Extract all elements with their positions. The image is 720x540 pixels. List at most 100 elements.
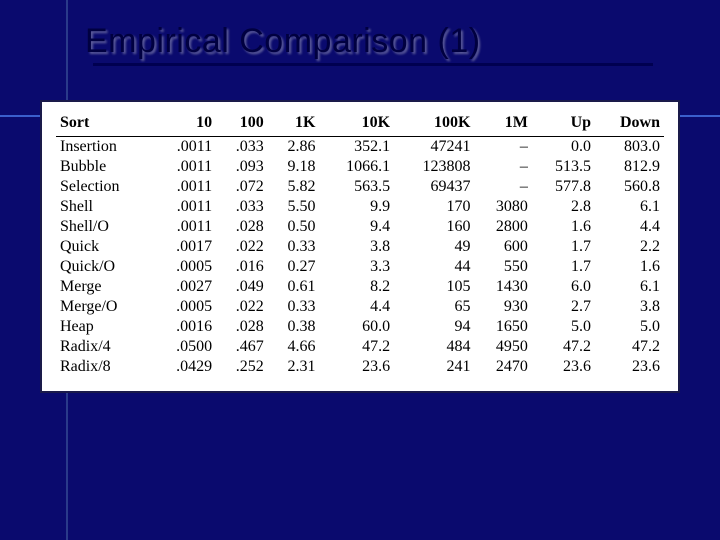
row-value: 352.1: [319, 137, 394, 158]
row-value: 3.8: [319, 237, 394, 257]
row-value: 4.4: [319, 297, 394, 317]
row-value: 5.0: [532, 317, 595, 337]
row-label: Shell: [56, 197, 153, 217]
row-value: 2.31: [268, 357, 320, 377]
row-value: .0005: [153, 297, 216, 317]
table-header-cell: Down: [595, 112, 664, 137]
row-value: 3080: [474, 197, 531, 217]
table-body: Insertion.0011.0332.86352.147241–0.0803.…: [56, 137, 664, 378]
row-value: 577.8: [532, 177, 595, 197]
row-value: 1.6: [532, 217, 595, 237]
table-header-cell: 100: [216, 112, 268, 137]
row-value: .0011: [153, 137, 216, 158]
row-value: 2470: [474, 357, 531, 377]
table-row: Radix/8.0429.2522.3123.6241247023.623.6: [56, 357, 664, 377]
table-header-cell: 1K: [268, 112, 320, 137]
row-value: 44: [394, 257, 474, 277]
row-value: .0017: [153, 237, 216, 257]
table-header-cell: Up: [532, 112, 595, 137]
row-value: 1066.1: [319, 157, 394, 177]
row-value: 812.9: [595, 157, 664, 177]
row-value: 60.0: [319, 317, 394, 337]
row-value: .0011: [153, 177, 216, 197]
row-label: Heap: [56, 317, 153, 337]
row-value: 241: [394, 357, 474, 377]
row-value: –: [474, 137, 531, 158]
table-row: Shell/O.0011.0280.509.416028001.64.4: [56, 217, 664, 237]
row-value: .0027: [153, 277, 216, 297]
table-header-cell: 100K: [394, 112, 474, 137]
row-value: .252: [216, 357, 268, 377]
row-value: 1650: [474, 317, 531, 337]
row-value: 47.2: [319, 337, 394, 357]
row-value: 0.27: [268, 257, 320, 277]
row-label: Merge: [56, 277, 153, 297]
title-underline: [93, 63, 653, 66]
row-value: 930: [474, 297, 531, 317]
row-value: 49: [394, 237, 474, 257]
row-value: 0.33: [268, 237, 320, 257]
table-row: Heap.0016.0280.3860.09416505.05.0: [56, 317, 664, 337]
row-value: 600: [474, 237, 531, 257]
row-value: .022: [216, 297, 268, 317]
row-value: 4.66: [268, 337, 320, 357]
row-value: 563.5: [319, 177, 394, 197]
table-row: Selection.0011.0725.82563.569437–577.856…: [56, 177, 664, 197]
row-value: .049: [216, 277, 268, 297]
row-value: 23.6: [532, 357, 595, 377]
row-label: Quick: [56, 237, 153, 257]
table-row: Quick/O.0005.0160.273.3445501.71.6: [56, 257, 664, 277]
row-value: .093: [216, 157, 268, 177]
row-value: 0.0: [532, 137, 595, 158]
row-value: 6.1: [595, 197, 664, 217]
table-panel: Sort101001K10K100K1MUpDown Insertion.001…: [40, 100, 680, 393]
table-header-cell: 1M: [474, 112, 531, 137]
row-value: 1.7: [532, 237, 595, 257]
row-value: .0429: [153, 357, 216, 377]
row-value: .0011: [153, 197, 216, 217]
row-value: 170: [394, 197, 474, 217]
table-header-cell: 10: [153, 112, 216, 137]
row-value: 0.33: [268, 297, 320, 317]
row-value: .028: [216, 217, 268, 237]
row-value: .0005: [153, 257, 216, 277]
table-row: Merge.0027.0490.618.210514306.06.1: [56, 277, 664, 297]
row-value: 803.0: [595, 137, 664, 158]
row-value: 6.1: [595, 277, 664, 297]
table-header-cell: 10K: [319, 112, 394, 137]
row-value: 2.86: [268, 137, 320, 158]
row-value: .072: [216, 177, 268, 197]
row-label: Shell/O: [56, 217, 153, 237]
row-value: 5.82: [268, 177, 320, 197]
row-value: –: [474, 177, 531, 197]
row-value: 5.0: [595, 317, 664, 337]
row-value: 5.50: [268, 197, 320, 217]
row-value: 2.2: [595, 237, 664, 257]
table-header-row: Sort101001K10K100K1MUpDown: [56, 112, 664, 137]
row-value: .016: [216, 257, 268, 277]
row-value: 47241: [394, 137, 474, 158]
row-value: .033: [216, 197, 268, 217]
row-value: 105: [394, 277, 474, 297]
table-row: Insertion.0011.0332.86352.147241–0.0803.…: [56, 137, 664, 158]
row-value: 1.6: [595, 257, 664, 277]
row-value: 9.9: [319, 197, 394, 217]
table-row: Quick.0017.0220.333.8496001.72.2: [56, 237, 664, 257]
row-value: 47.2: [532, 337, 595, 357]
row-value: 160: [394, 217, 474, 237]
row-value: 3.3: [319, 257, 394, 277]
row-label: Radix/8: [56, 357, 153, 377]
row-value: .022: [216, 237, 268, 257]
table-header-cell: Sort: [56, 112, 153, 137]
row-value: 2800: [474, 217, 531, 237]
row-label: Selection: [56, 177, 153, 197]
row-value: 1430: [474, 277, 531, 297]
row-value: 69437: [394, 177, 474, 197]
row-value: 47.2: [595, 337, 664, 357]
slide-title: Empirical Comparison (1): [85, 22, 690, 61]
row-value: 1.7: [532, 257, 595, 277]
row-value: 2.7: [532, 297, 595, 317]
row-value: 123808: [394, 157, 474, 177]
row-value: 0.50: [268, 217, 320, 237]
row-value: 560.8: [595, 177, 664, 197]
